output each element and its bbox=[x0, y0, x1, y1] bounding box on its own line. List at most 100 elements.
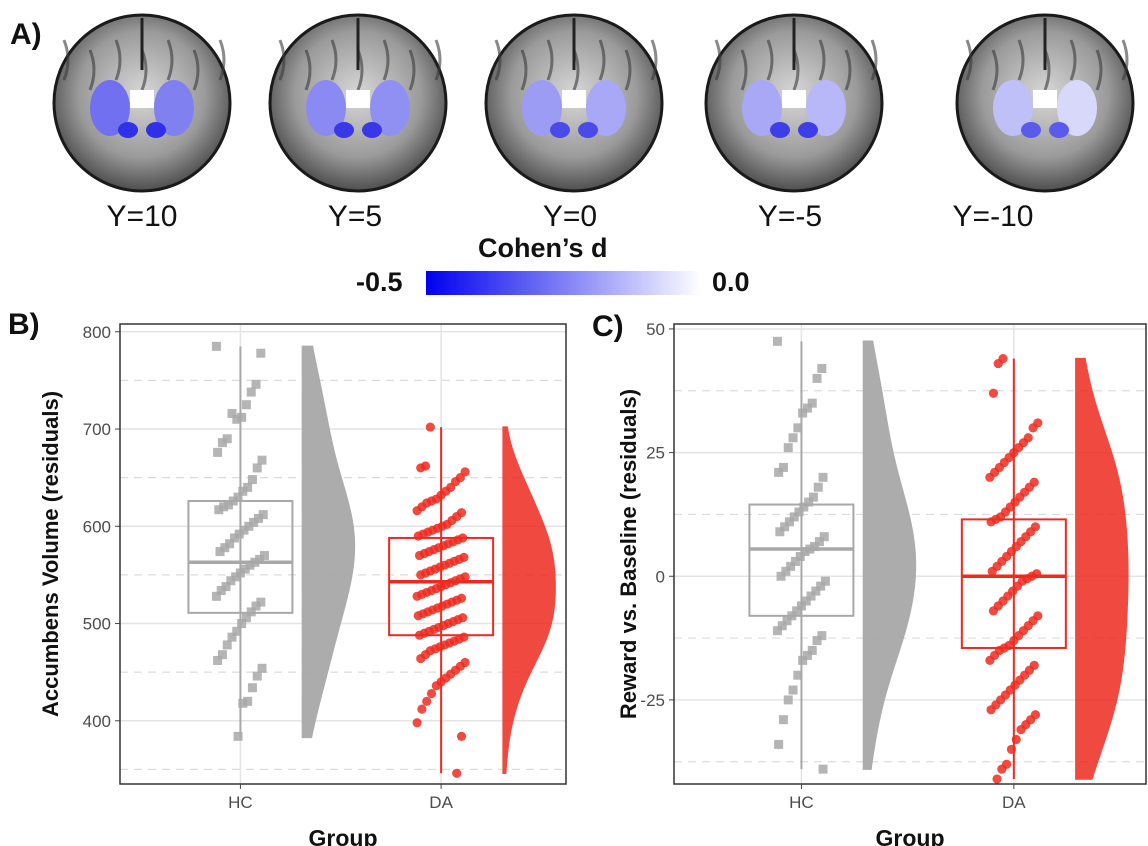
data-point bbox=[804, 497, 814, 507]
data-point bbox=[223, 500, 233, 510]
data-point bbox=[238, 698, 248, 708]
data-point bbox=[776, 571, 786, 581]
data-point bbox=[802, 650, 812, 660]
roi-right bbox=[586, 80, 626, 136]
brain-slice bbox=[484, 13, 664, 193]
data-point bbox=[238, 486, 248, 496]
data-point bbox=[222, 640, 232, 650]
data-point bbox=[819, 532, 829, 542]
data-point bbox=[452, 768, 462, 778]
data-point bbox=[777, 621, 787, 631]
data-point bbox=[805, 544, 815, 554]
plot-border bbox=[673, 323, 1147, 785]
data-point bbox=[412, 718, 422, 728]
data-point bbox=[778, 462, 788, 472]
data-point bbox=[456, 731, 467, 741]
data-point bbox=[219, 502, 229, 512]
data-point bbox=[811, 586, 821, 596]
roi-left bbox=[306, 80, 346, 136]
data-point bbox=[812, 636, 822, 646]
data-point bbox=[211, 591, 221, 601]
roi-right bbox=[154, 80, 194, 136]
data-point bbox=[988, 388, 999, 398]
roi-left bbox=[522, 80, 562, 136]
data-point bbox=[232, 626, 242, 636]
brain-slice bbox=[704, 13, 884, 193]
data-point bbox=[416, 653, 426, 664]
data-point bbox=[997, 764, 1007, 774]
data-point bbox=[414, 550, 425, 561]
data-point bbox=[229, 533, 239, 543]
data-point bbox=[251, 601, 261, 611]
data-point bbox=[1016, 724, 1026, 735]
data-point bbox=[257, 663, 267, 673]
data-point bbox=[1011, 734, 1021, 745]
roi-right bbox=[806, 80, 846, 136]
y-tick-label: 700 bbox=[83, 420, 111, 439]
data-point bbox=[993, 358, 1003, 369]
data-point bbox=[802, 403, 812, 413]
data-point bbox=[252, 463, 262, 473]
data-point bbox=[249, 517, 259, 527]
data-point bbox=[820, 576, 830, 586]
data-point bbox=[812, 373, 822, 383]
data-point bbox=[231, 572, 241, 582]
data-point bbox=[790, 556, 800, 566]
slice-label-y-10: Y=-10 bbox=[952, 200, 1034, 233]
data-point bbox=[788, 685, 798, 695]
slice-label-y5: Y=5 bbox=[327, 200, 383, 233]
data-point bbox=[794, 507, 804, 517]
data-point bbox=[799, 502, 809, 512]
x-tick-label: DA bbox=[429, 793, 453, 812]
data-point bbox=[772, 626, 782, 636]
data-point bbox=[814, 537, 824, 547]
reward-vs-baseline-chart: -25 0 25 50 HC DA Group Reward vs. Baseline (re… bbox=[616, 320, 1147, 846]
colorbar-max-label: 0.0 bbox=[712, 267, 750, 297]
y-axis-title: Accumbens Volume (residuals) bbox=[38, 391, 63, 717]
panel-a-label: A) bbox=[10, 18, 42, 51]
data-point bbox=[256, 348, 266, 358]
data-point bbox=[818, 472, 828, 482]
data-point bbox=[986, 705, 996, 715]
data-point bbox=[257, 455, 267, 465]
data-point bbox=[414, 630, 425, 640]
data-point bbox=[250, 557, 260, 567]
data-point bbox=[239, 525, 249, 535]
y-tick-label: 25 bbox=[646, 444, 665, 463]
colorbar-min-label: -0.5 bbox=[356, 267, 403, 297]
data-point bbox=[985, 472, 995, 482]
x-axis-title: Group bbox=[876, 825, 945, 846]
data-point bbox=[1028, 423, 1038, 433]
data-point bbox=[255, 554, 265, 564]
x-tick-label: DA bbox=[1002, 793, 1026, 812]
y-tick-label: 400 bbox=[83, 712, 111, 731]
data-point bbox=[412, 591, 422, 601]
data-point bbox=[816, 581, 826, 591]
data-point bbox=[226, 576, 236, 586]
roi-right bbox=[1057, 80, 1097, 136]
y-axis-title: Reward vs. Baseline (residuals) bbox=[616, 389, 641, 719]
box bbox=[388, 536, 495, 637]
data-point bbox=[246, 607, 256, 617]
data-point bbox=[243, 482, 253, 492]
brain-slice bbox=[955, 13, 1135, 193]
data-point bbox=[425, 422, 435, 432]
density-cloud bbox=[1075, 357, 1129, 780]
data-point bbox=[241, 613, 251, 623]
data-point bbox=[232, 414, 242, 424]
data-point bbox=[793, 670, 803, 680]
data-point bbox=[243, 696, 253, 706]
data-point bbox=[251, 379, 261, 389]
data-point bbox=[213, 447, 223, 457]
x-tick-label: HC bbox=[228, 793, 253, 812]
series-da bbox=[388, 422, 556, 778]
data-point bbox=[227, 408, 237, 418]
data-point bbox=[788, 433, 798, 443]
density-cloud bbox=[301, 345, 356, 739]
data-point bbox=[810, 542, 820, 552]
data-point bbox=[240, 564, 250, 574]
data-point bbox=[214, 505, 224, 515]
y-tick-label: 500 bbox=[83, 615, 111, 634]
data-point bbox=[772, 336, 782, 346]
data-point bbox=[413, 611, 423, 621]
